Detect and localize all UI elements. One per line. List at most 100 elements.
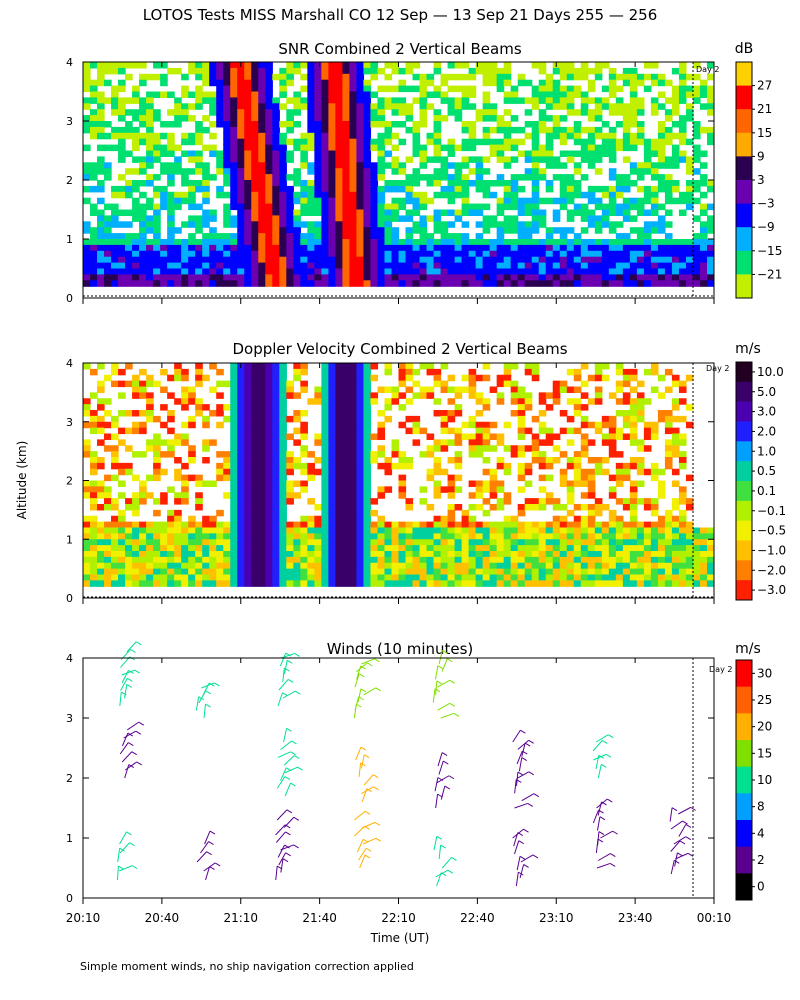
snr-cell <box>363 115 372 122</box>
snr-cell <box>111 233 119 240</box>
snr-cell <box>405 126 414 134</box>
snr-cell <box>622 280 631 287</box>
snr-cell <box>587 150 596 157</box>
doppler-cell <box>307 462 315 470</box>
snr-cell <box>188 67 196 75</box>
wind-barb-flag <box>118 865 124 870</box>
doppler-cell <box>279 380 287 388</box>
snr-cell <box>622 197 631 205</box>
snr-cell <box>181 239 189 246</box>
wind-barb <box>205 866 211 881</box>
snr-cell <box>251 203 259 211</box>
snr-cell <box>118 250 126 258</box>
colorbar-swatch <box>736 132 752 157</box>
doppler-cell <box>398 533 407 540</box>
snr-cell <box>370 138 379 146</box>
doppler-cell <box>685 562 694 570</box>
snr-cell <box>202 215 210 222</box>
snr-cell <box>174 162 182 169</box>
doppler-cell <box>195 498 203 505</box>
snr-cell <box>97 73 105 81</box>
snr-cell <box>356 239 365 246</box>
snr-cell <box>601 144 610 152</box>
doppler-cell <box>181 521 189 529</box>
doppler-cell <box>314 468 322 476</box>
snr-cell <box>475 250 484 258</box>
doppler-cell <box>517 404 526 411</box>
snr-cell <box>545 227 554 234</box>
snr-cell <box>251 132 259 140</box>
doppler-cell <box>265 386 273 393</box>
doppler-cell <box>405 521 414 529</box>
snr-cell <box>132 256 140 264</box>
doppler-cell <box>475 545 484 552</box>
snr-cell <box>629 250 638 258</box>
doppler-cell <box>356 421 365 429</box>
snr-cell <box>300 85 308 93</box>
snr-cell <box>405 174 414 181</box>
snr-cell <box>433 62 442 69</box>
doppler-cell <box>447 439 456 446</box>
snr-cell <box>314 197 322 205</box>
snr-cell <box>482 244 491 252</box>
snr-cell <box>629 115 638 122</box>
doppler-cell <box>251 580 259 587</box>
snr-cell <box>384 280 393 287</box>
snr-cell <box>370 244 379 252</box>
doppler-cell <box>678 398 687 405</box>
snr-cell <box>622 262 631 270</box>
snr-cell <box>342 268 351 275</box>
doppler-cell <box>608 439 617 446</box>
doppler-cell <box>552 556 561 564</box>
doppler-cell <box>237 539 245 546</box>
snr-cell <box>272 250 280 258</box>
snr-cell <box>258 126 266 134</box>
snr-cell <box>335 250 344 258</box>
snr-cell <box>657 144 666 152</box>
snr-cell <box>258 156 266 163</box>
snr-cell <box>566 126 575 134</box>
snr-cell <box>685 250 694 258</box>
doppler-cell <box>111 539 119 546</box>
doppler-cell <box>216 574 224 581</box>
snr-cell <box>90 244 98 252</box>
doppler-cell <box>328 410 336 417</box>
snr-cell <box>538 250 547 258</box>
doppler-cell <box>97 363 105 370</box>
doppler-cell <box>671 527 680 534</box>
snr-cell <box>531 150 540 157</box>
doppler-cell <box>440 468 449 476</box>
snr-cell <box>146 97 154 104</box>
snr-cell <box>251 174 259 181</box>
snr-cell <box>286 126 294 134</box>
snr-cell <box>139 203 147 211</box>
doppler-cell <box>328 480 336 487</box>
doppler-cell <box>132 492 140 499</box>
snr-cell <box>496 256 505 264</box>
snr-cell <box>279 215 287 222</box>
doppler-cell <box>496 556 505 564</box>
doppler-cell <box>321 527 329 534</box>
snr-cell <box>83 262 91 270</box>
doppler-cell <box>335 521 344 529</box>
doppler-cell <box>258 445 266 452</box>
doppler-cell <box>363 474 372 482</box>
snr-cell <box>244 138 252 146</box>
doppler-cell <box>363 433 372 440</box>
doppler-cell <box>265 515 273 523</box>
snr-cell <box>251 85 259 93</box>
snr-cell <box>272 132 280 140</box>
snr-cell <box>468 103 477 110</box>
snr-cell <box>426 132 435 140</box>
snr-cell <box>538 239 547 246</box>
snr-cell <box>125 239 133 246</box>
doppler-cell <box>559 574 568 581</box>
snr-cell <box>433 138 442 146</box>
snr-cell <box>552 250 561 258</box>
snr-cell <box>671 67 680 75</box>
doppler-cell <box>251 445 259 452</box>
doppler-cell <box>384 486 393 493</box>
doppler-cell <box>426 474 435 482</box>
snr-cell <box>601 191 610 199</box>
snr-cell <box>223 97 231 104</box>
